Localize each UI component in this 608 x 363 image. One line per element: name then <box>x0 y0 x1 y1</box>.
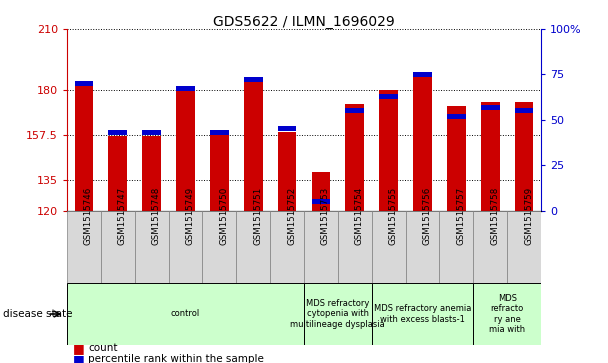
Text: ■: ■ <box>73 353 85 363</box>
Text: MDS
refracto
ry ane
mia with: MDS refracto ry ane mia with <box>489 294 525 334</box>
Bar <box>278 132 296 211</box>
Bar <box>481 105 500 110</box>
Text: GDS5622 / ILMN_1696029: GDS5622 / ILMN_1696029 <box>213 15 395 29</box>
Text: control: control <box>171 310 200 318</box>
Bar <box>142 130 161 135</box>
Bar <box>481 102 500 211</box>
Bar <box>515 108 533 113</box>
FancyBboxPatch shape <box>371 211 406 283</box>
FancyBboxPatch shape <box>270 211 304 283</box>
Bar <box>210 130 229 135</box>
Text: GSM1515755: GSM1515755 <box>389 187 398 245</box>
Bar <box>515 102 533 211</box>
Bar <box>345 104 364 211</box>
Bar <box>278 126 296 131</box>
Bar <box>413 73 432 211</box>
FancyBboxPatch shape <box>507 211 541 283</box>
Text: GSM1515757: GSM1515757 <box>457 187 466 245</box>
FancyBboxPatch shape <box>67 211 101 283</box>
FancyBboxPatch shape <box>202 211 237 283</box>
Bar <box>312 199 330 204</box>
FancyBboxPatch shape <box>474 211 507 283</box>
Text: count: count <box>88 343 118 354</box>
Bar <box>379 90 398 211</box>
Bar <box>379 94 398 99</box>
FancyBboxPatch shape <box>474 283 541 345</box>
Text: GSM1515758: GSM1515758 <box>490 187 499 245</box>
Bar <box>345 108 364 113</box>
Text: GSM1515753: GSM1515753 <box>321 187 330 245</box>
Bar <box>447 106 466 211</box>
FancyBboxPatch shape <box>371 283 474 345</box>
Bar <box>244 77 263 82</box>
FancyBboxPatch shape <box>237 211 270 283</box>
FancyBboxPatch shape <box>101 211 134 283</box>
Text: ■: ■ <box>73 342 85 355</box>
Bar <box>108 136 127 211</box>
Text: MDS refractory
cytopenia with
multilineage dysplasia: MDS refractory cytopenia with multilinea… <box>291 299 385 329</box>
Bar <box>108 130 127 135</box>
Text: GSM1515751: GSM1515751 <box>253 187 262 245</box>
Text: GSM1515747: GSM1515747 <box>118 187 126 245</box>
Bar <box>176 86 195 91</box>
Bar <box>312 172 330 211</box>
Text: MDS refractory anemia
with excess blasts-1: MDS refractory anemia with excess blasts… <box>374 304 471 324</box>
Bar <box>75 81 93 211</box>
Text: GSM1515748: GSM1515748 <box>151 187 161 245</box>
FancyBboxPatch shape <box>134 211 168 283</box>
Text: GSM1515759: GSM1515759 <box>524 187 533 245</box>
Text: disease state: disease state <box>3 309 72 319</box>
Bar <box>176 86 195 211</box>
FancyBboxPatch shape <box>406 211 440 283</box>
Bar <box>210 134 229 211</box>
FancyBboxPatch shape <box>440 211 474 283</box>
Bar <box>413 72 432 77</box>
FancyBboxPatch shape <box>67 283 304 345</box>
Text: GSM1515752: GSM1515752 <box>287 187 296 245</box>
Bar <box>142 136 161 211</box>
Bar <box>447 114 466 119</box>
FancyBboxPatch shape <box>168 211 202 283</box>
Bar <box>75 81 93 86</box>
Text: GSM1515754: GSM1515754 <box>355 187 364 245</box>
FancyBboxPatch shape <box>304 211 338 283</box>
Text: GSM1515750: GSM1515750 <box>219 187 229 245</box>
Text: GSM1515756: GSM1515756 <box>423 187 432 245</box>
Text: GSM1515746: GSM1515746 <box>84 187 93 245</box>
Bar <box>244 79 263 211</box>
FancyBboxPatch shape <box>338 211 371 283</box>
Text: percentile rank within the sample: percentile rank within the sample <box>88 354 264 363</box>
Text: GSM1515749: GSM1515749 <box>185 187 195 245</box>
FancyBboxPatch shape <box>304 283 371 345</box>
